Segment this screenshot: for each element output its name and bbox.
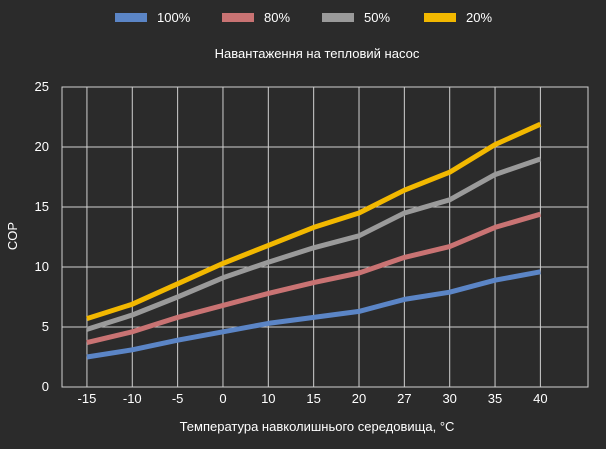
legend: 100% 80% 50% 20% <box>115 10 492 25</box>
series-lines <box>86 121 542 360</box>
x-tick-label: 20 <box>352 391 366 406</box>
legend-label: 50% <box>364 10 390 25</box>
series-line-80pct <box>86 211 542 346</box>
legend-swatch <box>115 13 147 22</box>
legend-swatch <box>424 13 456 22</box>
x-tick-label: 30 <box>442 391 456 406</box>
legend-label: 80% <box>264 10 290 25</box>
y-tick-label: 25 <box>35 79 49 94</box>
y-tick-label: 0 <box>42 379 49 394</box>
x-tick-label: 40 <box>533 391 547 406</box>
y-tick-label: 20 <box>35 139 49 154</box>
x-tick-label: 27 <box>397 391 411 406</box>
legend-swatch <box>222 13 254 22</box>
x-tick-label: -10 <box>123 391 142 406</box>
x-tick-label: 0 <box>219 391 226 406</box>
y-axis-ticks: 0 5 10 15 20 25 <box>35 79 49 394</box>
series-line-50pct <box>86 156 542 332</box>
x-axis-ticks: -15 -10 -5 0 10 15 20 27 30 35 40 <box>78 391 548 406</box>
legend-label: 20% <box>466 10 492 25</box>
series-line-100pct <box>86 269 541 360</box>
y-tick-label: 10 <box>35 259 49 274</box>
legend-swatch <box>322 13 354 22</box>
y-tick-label: 5 <box>42 319 49 334</box>
x-tick-label: -15 <box>78 391 97 406</box>
chart-title: Навантаження на тепловий насос <box>215 46 420 61</box>
legend-label: 100% <box>157 10 191 25</box>
x-tick-label: 10 <box>261 391 275 406</box>
x-tick-label: -5 <box>172 391 184 406</box>
series-line-20pct <box>86 121 542 321</box>
y-axis-title: COP <box>5 222 20 250</box>
x-tick-label: 35 <box>488 391 502 406</box>
x-tick-label: 15 <box>306 391 320 406</box>
y-tick-label: 15 <box>35 199 49 214</box>
x-axis-title: Температура навколишнього середовища, °C <box>180 419 455 434</box>
